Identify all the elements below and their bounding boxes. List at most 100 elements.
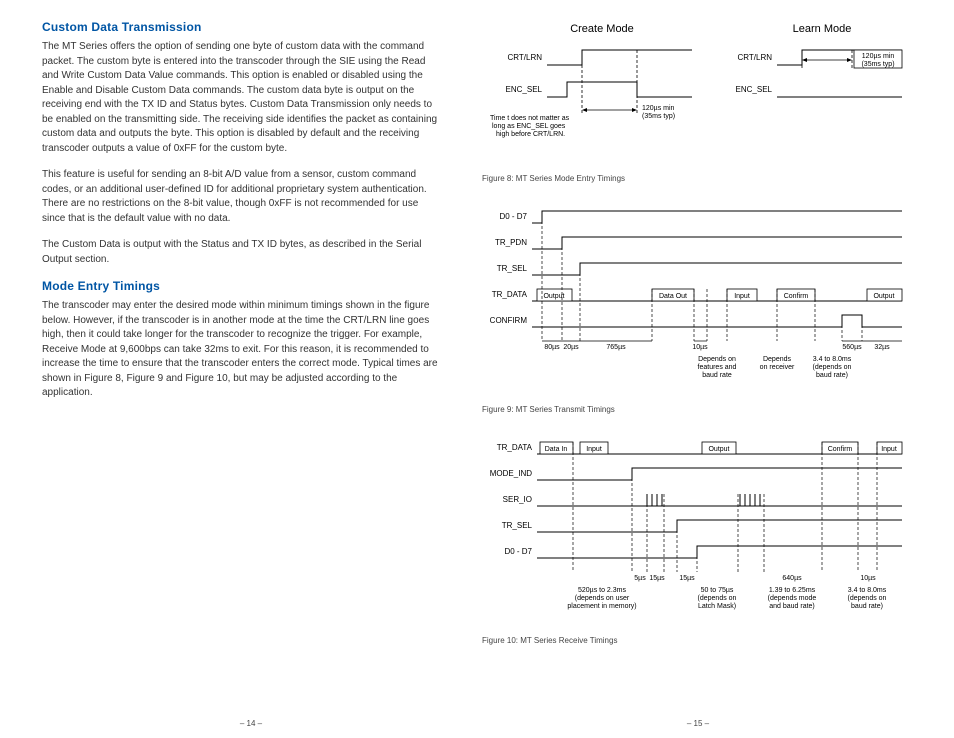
confirm-label: CONFIRM	[490, 316, 528, 325]
left-column: Custom Data Transmission The MT Series o…	[30, 20, 472, 728]
figure-10-diagram: TR_DATA MODE_IND SER_IO TR_SEL D0 - D7 D…	[482, 432, 912, 645]
fig10-dashes	[573, 442, 877, 572]
confirm-wave	[532, 315, 902, 327]
trpdn-label: TR_PDN	[495, 238, 527, 247]
t80: 80µs	[544, 344, 560, 351]
d0d7-wave	[532, 211, 902, 223]
para-3: The Custom Data is output with the Statu…	[42, 238, 442, 267]
n2b: (depends on	[698, 595, 737, 602]
dep3b: (depends on	[813, 364, 852, 371]
n4a: 3.4 to 8.0ms	[848, 587, 887, 594]
t20: 20µs	[563, 344, 579, 351]
dataout-text: Data Out	[659, 293, 687, 300]
n3c: and baud rate)	[769, 603, 815, 610]
fig9-dashes	[542, 211, 862, 341]
trsel-wave	[532, 263, 902, 275]
dep1b: features and	[698, 364, 737, 371]
para-4: The transcoder may enter the desired mod…	[42, 299, 442, 401]
note-3: high before CRT/LRN.	[496, 131, 565, 138]
t120a: 120µs min	[642, 105, 675, 112]
fig9-timings: 80µs 20µs 765µs 10µs 560µs 32µs	[544, 344, 890, 351]
heading-mode-entry: Mode Entry Timings	[42, 279, 442, 293]
n4c: baud rate)	[851, 603, 883, 610]
dep1c: baud rate	[702, 372, 732, 379]
t765: 765µs	[606, 344, 626, 351]
note-1: Time t does not matter as	[490, 115, 570, 122]
trdata-label-10: TR_DATA	[497, 443, 533, 452]
t32: 32µs	[874, 344, 890, 351]
d0d7-wave-10	[537, 546, 902, 558]
serio-burst2	[740, 494, 760, 506]
create-mode-title: Create Mode	[570, 23, 634, 35]
learn-mode-title: Learn Mode	[793, 23, 852, 35]
t35b: (35ms typ)	[861, 61, 894, 68]
crt-lrn-label-1: CRT/LRN	[507, 53, 542, 62]
arrow-r-1	[632, 108, 637, 112]
enc-sel-label-2: ENC_SEL	[736, 85, 773, 94]
n3b: (depends mode	[768, 595, 817, 602]
fig10-notes: 520µs to 2.3ms (depends on user placemen…	[567, 587, 886, 610]
para-2: This feature is useful for sending an 8-…	[42, 168, 442, 226]
output-text-10: Output	[708, 446, 729, 453]
enc-sel-wave-1	[547, 82, 692, 97]
trpdn-wave	[532, 237, 902, 249]
crt-lrn-label-2: CRT/LRN	[737, 53, 772, 62]
crt-lrn-wave-1	[547, 50, 692, 65]
heading-custom-data: Custom Data Transmission	[42, 20, 442, 34]
dep3c: baud rate)	[816, 372, 848, 379]
t120b: 120µs min	[862, 53, 895, 60]
fig10-caption: Figure 10: MT Series Receive Timings	[482, 636, 912, 645]
d0d7-label-10: D0 - D7	[504, 547, 532, 556]
dep2a: Depends	[763, 356, 792, 363]
output2-text: Output	[873, 293, 894, 300]
dep1a: Depends on	[698, 356, 736, 363]
trsel-wave-10	[537, 520, 902, 532]
t15a: 15µs	[649, 575, 665, 582]
input-text: Input	[734, 293, 750, 300]
figure-8-diagram: Create Mode Learn Mode CRT/LRN ENC_SEL 1…	[482, 20, 912, 183]
trsel-label-10: TR_SEL	[502, 521, 533, 530]
output1-text: Output	[543, 293, 564, 300]
right-column: Create Mode Learn Mode CRT/LRN ENC_SEL 1…	[472, 20, 924, 728]
page-number-right: – 15 –	[687, 719, 709, 728]
serio-label: SER_IO	[503, 495, 532, 504]
confirm-text-10: Confirm	[828, 446, 853, 453]
arrow-l-2	[802, 58, 807, 62]
t640: 640µs	[782, 575, 802, 582]
n1a: 520µs to 2.3ms	[578, 587, 627, 594]
n1b: (depends on user	[575, 595, 630, 602]
n2c: Latch Mask)	[698, 603, 736, 610]
n3a: 1.39 to 6.25ms	[769, 587, 816, 594]
fig9-caption: Figure 9: MT Series Transmit Timings	[482, 405, 912, 414]
serio-burst1	[647, 494, 662, 506]
t10a: 10µs	[692, 344, 708, 351]
arrow-r-2	[847, 58, 852, 62]
dep3a: 3.4 to 8.0ms	[813, 356, 852, 363]
d0d7-label: D0 - D7	[499, 212, 527, 221]
t15b: 15µs	[679, 575, 695, 582]
modeind-label: MODE_IND	[490, 469, 532, 478]
page-number-left: – 14 –	[240, 719, 262, 728]
input1-text: Input	[586, 446, 602, 453]
input2-text: Input	[881, 446, 897, 453]
t35a: (35ms typ)	[642, 113, 675, 120]
fig8-caption: Figure 8: MT Series Mode Entry Timings	[482, 174, 912, 183]
trdata-label: TR_DATA	[492, 290, 528, 299]
trsel-label: TR_SEL	[497, 264, 528, 273]
n1c: placement in memory)	[567, 603, 636, 610]
fig9-notes: Depends on features and baud rate Depend…	[698, 356, 852, 379]
note-2: long as ENC_SEL goes	[492, 123, 566, 130]
figure-9-diagram: D0 - D7 TR_PDN TR_SEL TR_DATA CONFIRM Ou…	[482, 201, 912, 414]
arrow-l-1	[582, 108, 587, 112]
t10b: 10µs	[860, 575, 876, 582]
modeind-wave	[537, 468, 902, 480]
n4b: (depends on	[848, 595, 887, 602]
n2a: 50 to 75µs	[701, 587, 734, 594]
t5: 5µs	[634, 575, 646, 582]
enc-sel-label-1: ENC_SEL	[506, 85, 543, 94]
fig10-timings: 5µs 15µs 15µs 640µs 10µs	[634, 575, 876, 582]
confirm-text: Confirm	[784, 293, 809, 300]
dep2b: on receiver	[760, 364, 795, 371]
datain-text: Data In	[545, 446, 568, 453]
para-1: The MT Series offers the option of sendi…	[42, 40, 442, 156]
